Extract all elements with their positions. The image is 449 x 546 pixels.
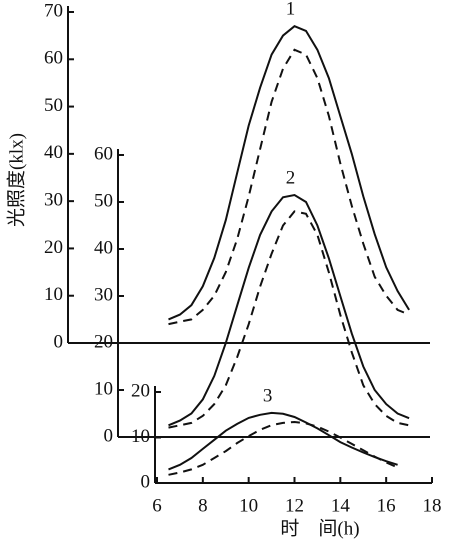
y-tick-label: 20 bbox=[44, 237, 63, 258]
x-axis-title: 时 间(h) bbox=[280, 517, 359, 539]
y-tick-label: 30 bbox=[44, 190, 63, 211]
y-tick-label: 0 bbox=[54, 331, 64, 352]
curve-label: 1 bbox=[286, 0, 296, 20]
y-tick-label: 60 bbox=[44, 48, 63, 69]
x-tick-label: 16 bbox=[377, 495, 396, 516]
curve bbox=[168, 25, 410, 321]
curve bbox=[168, 210, 410, 429]
y-tick-label: 20 bbox=[131, 380, 150, 401]
y-tick-label: 50 bbox=[44, 95, 63, 116]
x-tick-label: 12 bbox=[285, 495, 304, 516]
x-tick-label: 8 bbox=[198, 495, 208, 516]
y-tick-label: 50 bbox=[94, 190, 113, 211]
y-tick-label: 10 bbox=[94, 378, 113, 399]
y-tick-label: 70 bbox=[44, 0, 63, 21]
y-tick-label: 10 bbox=[131, 426, 150, 447]
y-tick-label: 30 bbox=[94, 284, 113, 305]
y-tick-label: 0 bbox=[104, 425, 114, 446]
y-tick-label: 10 bbox=[44, 284, 63, 305]
y-tick-label: 40 bbox=[94, 237, 113, 258]
y-tick-label: 40 bbox=[44, 142, 63, 163]
curve bbox=[168, 193, 410, 427]
x-tick-label: 6 bbox=[152, 495, 162, 516]
y-tick-label: 20 bbox=[94, 331, 113, 352]
curve-label: 3 bbox=[263, 385, 273, 406]
curve bbox=[168, 420, 399, 476]
curve-label: 2 bbox=[286, 167, 296, 188]
curve bbox=[168, 48, 410, 326]
y-axis-title: 光照度(klx) bbox=[5, 133, 27, 227]
y-tick-label: 0 bbox=[141, 471, 151, 492]
x-tick-label: 18 bbox=[423, 495, 442, 516]
curve bbox=[168, 411, 398, 471]
x-tick-label: 10 bbox=[239, 495, 258, 516]
x-tick-label: 14 bbox=[331, 495, 351, 516]
y-tick-label: 60 bbox=[94, 143, 113, 164]
